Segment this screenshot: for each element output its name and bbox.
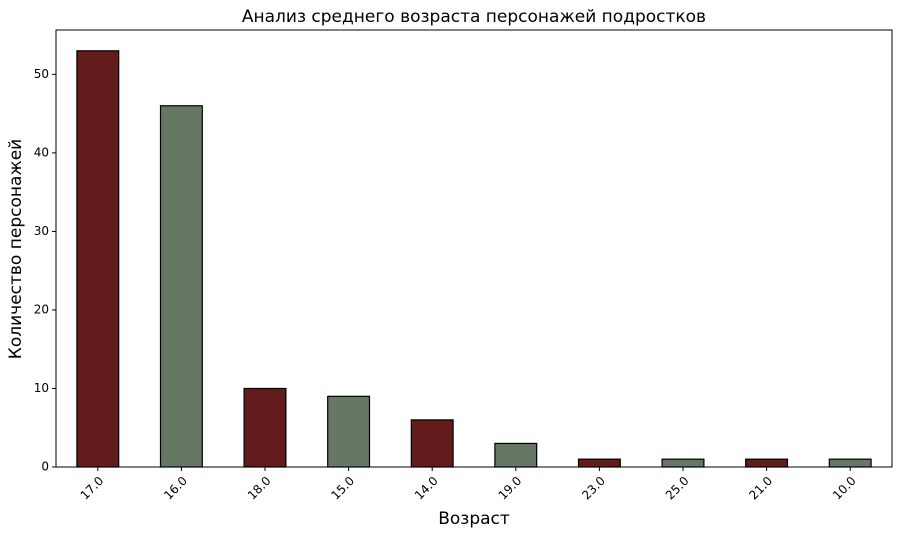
bar (745, 458, 789, 468)
x-tick-label: 18.0 (245, 474, 274, 503)
y-axis-label: Количество персонажей (6, 139, 26, 359)
y-tick-label: 10 (34, 381, 49, 395)
x-axis-label: Возраст (438, 509, 510, 529)
x-tick-label: 14.0 (412, 474, 441, 503)
bar (243, 387, 287, 468)
chart-title: Анализ среднего возраста персонажей подр… (242, 7, 706, 27)
x-tick-label: 17.0 (78, 474, 107, 503)
bar (828, 458, 872, 468)
y-tick-label: 20 (34, 302, 49, 316)
bar (661, 458, 705, 468)
y-tick-label: 30 (34, 224, 49, 238)
y-tick-label: 40 (34, 145, 49, 159)
x-tick-label: 15.0 (328, 474, 357, 503)
x-tick-label: 16.0 (161, 474, 190, 503)
bar (577, 458, 621, 468)
x-tick-label: 23.0 (579, 474, 608, 503)
x-tick-label: 25.0 (663, 474, 692, 503)
x-tick-label: 10.0 (830, 474, 859, 503)
plot-frame (55, 29, 893, 468)
x-tick-label: 19.0 (496, 474, 525, 503)
y-tick-label: 0 (41, 460, 49, 474)
x-tick-label: 21.0 (746, 474, 775, 503)
bar (327, 395, 371, 468)
bar (76, 50, 120, 468)
bar (159, 105, 203, 468)
bar (494, 442, 538, 468)
bar (410, 419, 454, 468)
y-tick-label: 50 (34, 67, 49, 81)
